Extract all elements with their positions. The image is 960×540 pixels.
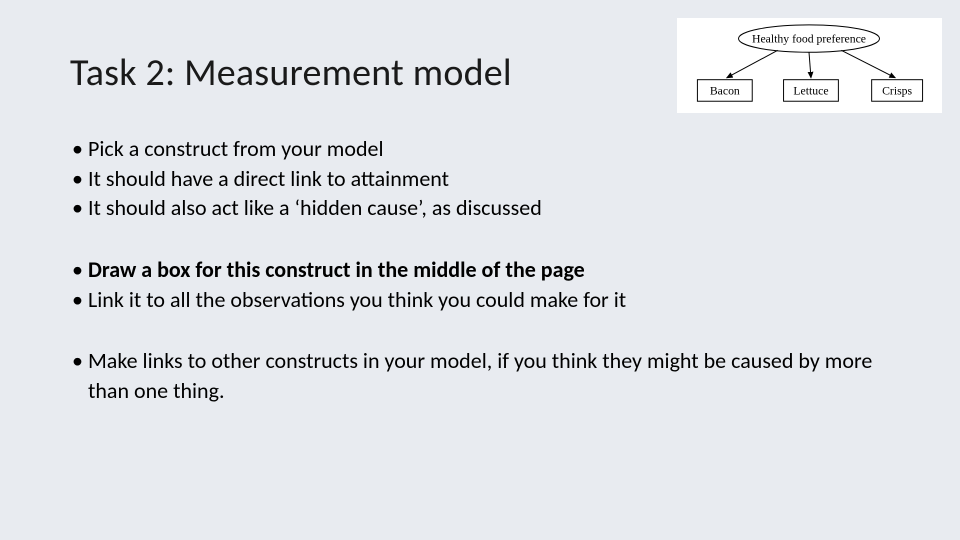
diagram-arrow [809, 52, 811, 77]
bullet-item: • Draw a box for this construct in the m… [70, 255, 890, 285]
bullet-item: • Make links to other constructs in your… [70, 346, 890, 405]
bullet-text: It should also act like a ‘hidden cause’… [88, 193, 890, 223]
bullet-dot: • [70, 134, 88, 164]
bullet-text: It should have a direct link to attainme… [88, 164, 890, 194]
bullet-item: • Link it to all the observations you th… [70, 285, 890, 315]
diagram-arrow [727, 50, 778, 77]
diagram-child-label: Lettuce [793, 84, 828, 97]
bullet-dot: • [70, 346, 88, 405]
bullet-dot: • [70, 285, 88, 315]
diagram-child-label: Bacon [710, 84, 740, 97]
bullet-item: • It should also act like a ‘hidden caus… [70, 193, 890, 223]
bullet-text: Make links to other constructs in your m… [88, 346, 890, 405]
bullet-item: • It should have a direct link to attain… [70, 164, 890, 194]
bullet-dot: • [70, 255, 88, 285]
bullet-text: Pick a construct from your model [88, 134, 890, 164]
bullet-group-2: • Draw a box for this construct in the m… [70, 255, 890, 314]
bullet-dot: • [70, 193, 88, 223]
example-diagram: Healthy food preference Bacon Lettuce Cr… [677, 18, 942, 113]
bullet-text: Draw a box for this construct in the mid… [88, 255, 890, 285]
bullet-text: Link it to all the observations you thin… [88, 285, 890, 315]
diagram-arrow [841, 50, 895, 77]
bullet-dot: • [70, 164, 88, 194]
diagram-root-label: Healthy food preference [752, 32, 866, 45]
diagram-child-label: Crisps [882, 84, 912, 97]
bullet-item: • Pick a construct from your model [70, 134, 890, 164]
slide: Task 2: Measurement model • Pick a const… [0, 0, 960, 540]
bullet-group-1: • Pick a construct from your model • It … [70, 134, 890, 223]
diagram-svg: Healthy food preference Bacon Lettuce Cr… [678, 19, 941, 112]
slide-body: • Pick a construct from your model • It … [70, 134, 890, 406]
bullet-group-3: • Make links to other constructs in your… [70, 346, 890, 405]
